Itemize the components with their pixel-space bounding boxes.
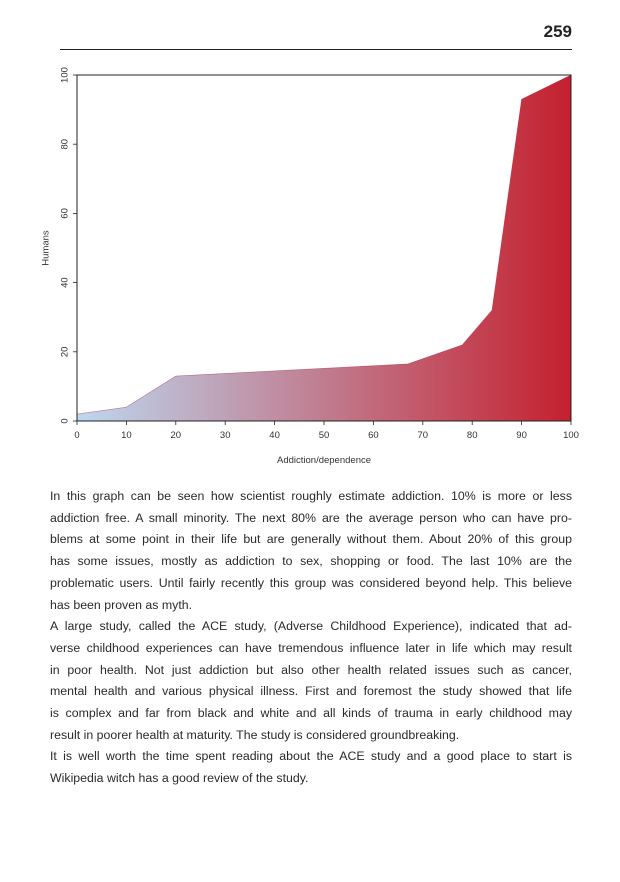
y-tick-label: 0 xyxy=(60,418,71,423)
x-tick-label: 80 xyxy=(467,430,478,441)
text-line: is complex and far from black and white … xyxy=(50,706,572,721)
x-tick-label: 30 xyxy=(220,430,231,441)
page-number: 259 xyxy=(543,22,572,41)
data-area-edge xyxy=(76,74,572,415)
y-tick-label: 40 xyxy=(60,277,71,288)
text-line: addiction free. A small minority. The ne… xyxy=(50,510,572,525)
y-axis-label: Humans xyxy=(41,230,52,266)
y-tick-label: 80 xyxy=(60,139,71,150)
paragraph: A large study, called the ACE study, (Ad… xyxy=(50,616,572,746)
x-tick-label: 100 xyxy=(563,430,579,441)
paragraph: It is well worth the time spent reading … xyxy=(50,746,572,789)
text-line: verse childhood experiences can have tre… xyxy=(50,640,572,655)
chart-svg: 0 10 20 30 40 50 60 70 80 90 100 0 20 40 60 80 100 Addi… xyxy=(41,67,579,466)
header-rule xyxy=(60,49,572,50)
body-text: In this graph can be seen how scientist … xyxy=(50,486,572,790)
text-line: blems at some point in their life but ar… xyxy=(50,532,572,547)
x-tick-label: 20 xyxy=(171,430,182,441)
data-area xyxy=(77,75,571,421)
x-tick-label: 0 xyxy=(74,430,79,441)
y-tick-label: 100 xyxy=(60,67,71,83)
x-tick-label: 70 xyxy=(418,430,429,441)
y-tick-label: 20 xyxy=(60,347,71,358)
text-line: in poor health. Not just addiction but a… xyxy=(50,662,572,677)
y-axis: 0 20 40 60 80 100 xyxy=(60,67,77,424)
x-tick-label: 10 xyxy=(121,430,132,441)
x-tick-label: 60 xyxy=(368,430,379,441)
paragraph: In this graph can be seen how scientist … xyxy=(50,486,572,616)
text-line: A large study, called the ACE study, (Ad… xyxy=(50,619,572,634)
text-line: mental health and various physical illne… xyxy=(50,684,572,699)
text-line: It is well worth the time spent reading … xyxy=(50,749,572,764)
text-line: has some issues, mostly as addiction to … xyxy=(50,554,572,569)
x-tick-label: 40 xyxy=(269,430,280,441)
area-chart: 0 10 20 30 40 50 60 70 80 90 100 0 20 40 60 80 100 Addi… xyxy=(30,60,590,472)
x-axis-label: Addiction/dependence xyxy=(277,455,371,466)
text-line: result in poorer health at maturity. The… xyxy=(50,727,460,742)
text-line: In this graph can be seen how scientist … xyxy=(50,489,572,503)
text-line: problematic users. Until fairly recently… xyxy=(50,575,572,590)
y-tick-label: 60 xyxy=(60,208,71,219)
x-axis: 0 10 20 30 40 50 60 70 80 90 100 xyxy=(74,421,579,441)
x-tick-label: 50 xyxy=(319,430,330,441)
x-tick-label: 90 xyxy=(516,430,527,441)
text-line: Wikipedia witch has a good review of the… xyxy=(50,771,309,786)
text-line: has been proven as myth. xyxy=(50,597,193,612)
